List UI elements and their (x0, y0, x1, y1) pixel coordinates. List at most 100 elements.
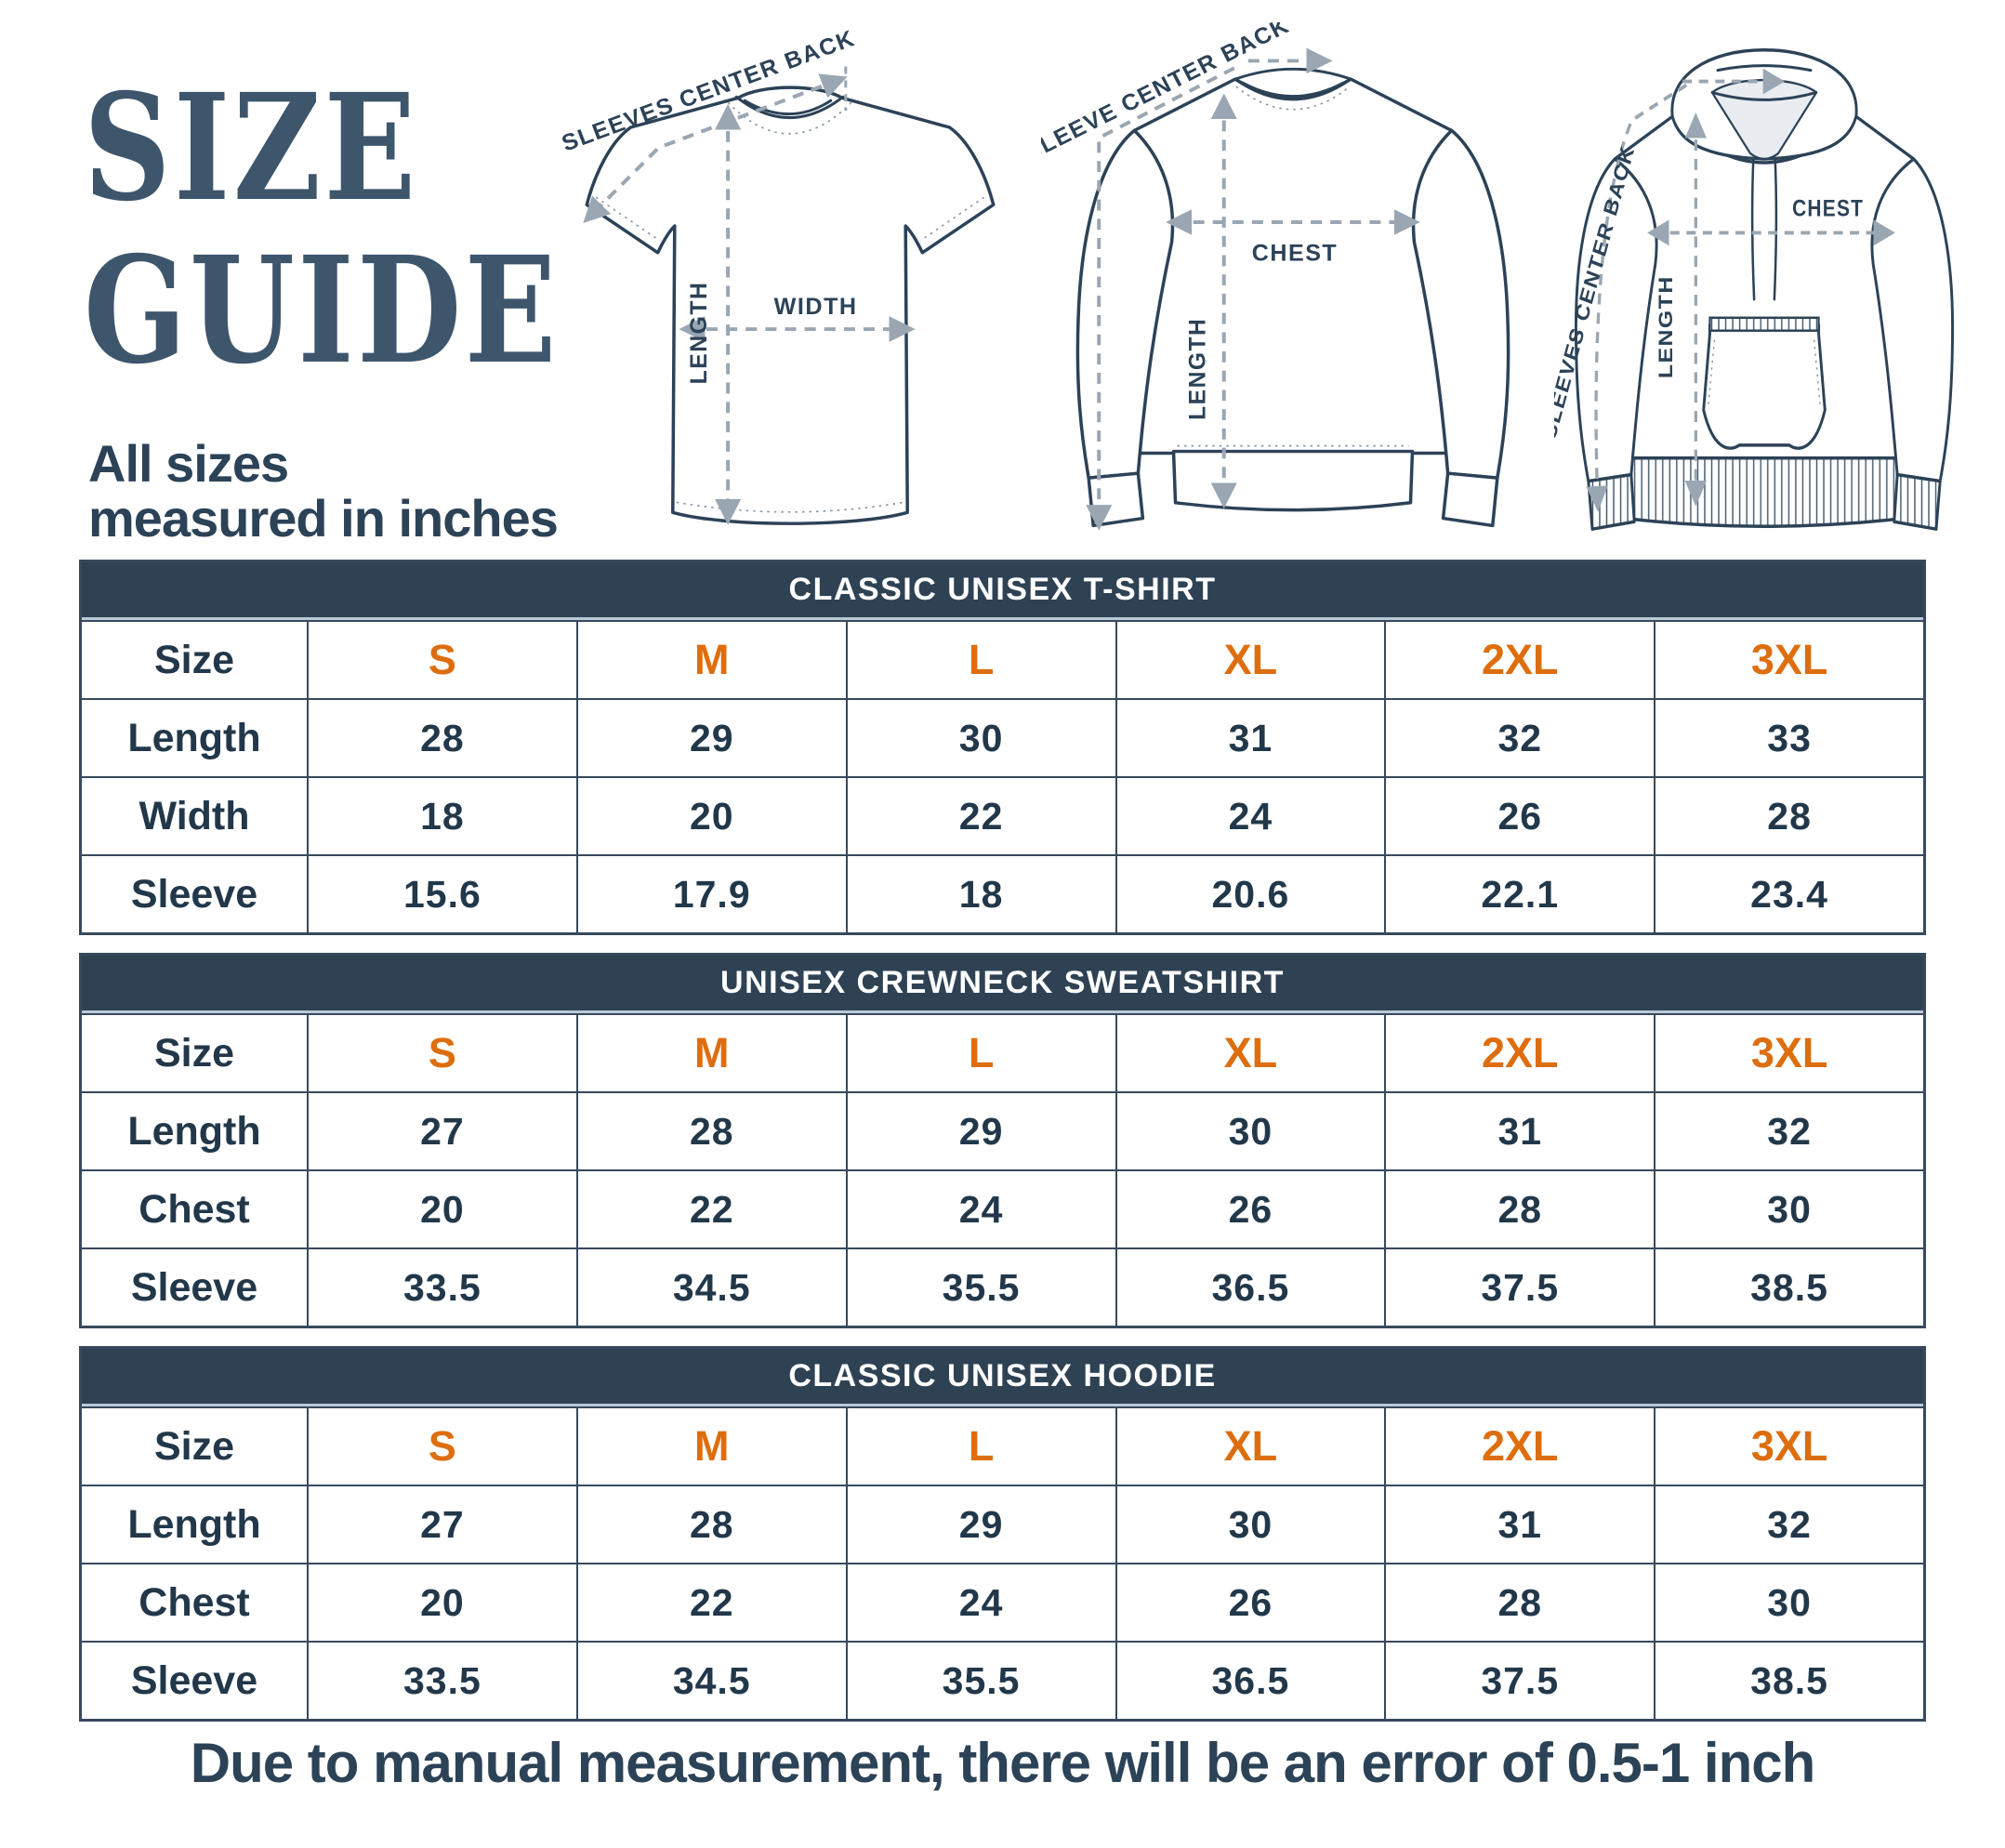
table-title: UNISEX CREWNECK SWEATSHIRT (82, 956, 1923, 1013)
value-cell: 32 (1386, 700, 1655, 776)
value-cell: 28 (577, 1093, 846, 1169)
size-cell: L (847, 1408, 1115, 1485)
value-cell: 22 (577, 1564, 846, 1641)
size-cell: 3XL (1655, 1015, 1923, 1091)
size-cell: 2XL (1386, 622, 1655, 698)
value-cell: 31 (1116, 700, 1385, 776)
value-cell: 20 (309, 1564, 576, 1641)
value-cell: 35.5 (847, 1643, 1115, 1719)
row-label: Sleeve (82, 1643, 307, 1719)
size-row-label: Size (82, 622, 307, 698)
hoodie-hem-band (1627, 456, 1902, 528)
value-cell: 30 (1655, 1171, 1923, 1247)
value-cell: 34.5 (577, 1249, 846, 1326)
value-cell: 22 (847, 778, 1115, 854)
row-label: Length (82, 700, 307, 776)
sweatshirt-sleeve-measure-arrow (1086, 66, 1235, 531)
value-cell: 26 (1116, 1171, 1385, 1247)
value-cell: 28 (309, 700, 576, 776)
value-cell: 29 (577, 700, 846, 776)
size-table: UNISEX CREWNECK SWEATSHIRT Size S M L XL 2XL 3X… (79, 953, 1926, 1328)
value-cell: 20 (309, 1171, 576, 1247)
row-label: Width (82, 778, 307, 854)
value-cell: 37.5 (1386, 1249, 1655, 1326)
hoodie-sleeve-measure-arrow (1586, 83, 1688, 512)
hoodie-pocket (1702, 323, 1827, 450)
size-cell: S (309, 1408, 576, 1485)
page-title: SIZE GUIDE (84, 67, 560, 393)
table-title: CLASSIC UNISEX T-SHIRT (82, 562, 1923, 620)
value-cell: 28 (1386, 1171, 1655, 1247)
table-title: CLASSIC UNISEX HOODIE (82, 1349, 1923, 1406)
tshirt-length-label: LENGTH (686, 282, 712, 385)
size-cell: M (577, 1015, 846, 1091)
page-title-line1: SIZE (84, 62, 419, 234)
value-cell: 26 (1116, 1564, 1385, 1641)
value-cell: 35.5 (847, 1249, 1115, 1326)
value-cell: 38.5 (1655, 1249, 1923, 1326)
value-cell: 30 (1116, 1093, 1385, 1169)
row-label: Chest (82, 1171, 307, 1247)
hoodie-length-label: LENGTH (1655, 275, 1677, 378)
value-cell: 32 (1655, 1093, 1923, 1169)
sweatshirt-length-label: LENGTH (1184, 318, 1210, 420)
subtitle: All sizes measured in inches (88, 434, 559, 547)
size-cell: L (847, 622, 1115, 698)
value-cell: 26 (1386, 778, 1655, 854)
row-label: Chest (82, 1564, 307, 1641)
size-row-label: Size (82, 1015, 307, 1091)
subtitle-line1: All sizes (88, 434, 289, 493)
value-cell: 38.5 (1655, 1643, 1923, 1719)
size-cell: M (577, 622, 846, 698)
tshirt-sleeve-measure-arrow (583, 73, 848, 224)
hoodie-chest-label: CHEST (1792, 195, 1864, 221)
size-cell: 2XL (1386, 1408, 1655, 1485)
size-cell: XL (1116, 1015, 1385, 1091)
size-cell: 3XL (1655, 622, 1923, 698)
footnote: Due to manual measurement, there will be… (190, 1732, 1816, 1794)
size-row-label: Size (82, 1408, 307, 1485)
tshirt-diagram: SLEEVES CENTER BACK WIDTH LENGTH (559, 25, 996, 525)
value-cell: 37.5 (1386, 1643, 1655, 1719)
row-label: Length (82, 1093, 307, 1169)
value-cell: 23.4 (1655, 856, 1923, 932)
value-cell: 22 (577, 1171, 846, 1247)
size-cell: 3XL (1655, 1408, 1923, 1485)
size-cell: M (577, 1408, 846, 1485)
value-cell: 29 (847, 1486, 1115, 1563)
size-cell: S (309, 1015, 576, 1091)
value-cell: 20 (577, 778, 846, 854)
value-cell: 33.5 (309, 1643, 576, 1719)
value-cell: 36.5 (1116, 1643, 1385, 1719)
row-label: Length (82, 1486, 307, 1563)
value-cell: 33 (1655, 700, 1923, 776)
value-cell: 24 (1116, 778, 1385, 854)
value-cell: 30 (847, 700, 1115, 776)
size-cell: L (847, 1015, 1115, 1091)
value-cell: 36.5 (1116, 1249, 1385, 1326)
size-cell: XL (1116, 622, 1385, 698)
sweatshirt-chest-label: CHEST (1252, 241, 1339, 267)
value-cell: 33.5 (309, 1249, 576, 1326)
value-cell: 22.1 (1386, 856, 1655, 932)
value-cell: 29 (847, 1093, 1115, 1169)
row-label: Sleeve (82, 1249, 307, 1326)
value-cell: 28 (577, 1486, 846, 1563)
value-cell: 31 (1386, 1486, 1655, 1563)
value-cell: 30 (1116, 1486, 1385, 1563)
row-label: Sleeve (82, 856, 307, 932)
value-cell: 30 (1655, 1564, 1923, 1641)
value-cell: 24 (847, 1171, 1115, 1247)
page-title-line2: GUIDE (84, 225, 560, 398)
value-cell: 24 (847, 1564, 1115, 1641)
value-cell: 31 (1386, 1093, 1655, 1169)
value-cell: 34.5 (577, 1643, 846, 1719)
value-cell: 28 (1386, 1564, 1655, 1641)
value-cell: 18 (847, 856, 1115, 932)
value-cell: 32 (1655, 1486, 1923, 1563)
value-cell: 20.6 (1116, 856, 1385, 932)
size-cell: S (309, 622, 576, 698)
value-cell: 27 (309, 1486, 576, 1563)
size-cell: XL (1116, 1408, 1385, 1485)
